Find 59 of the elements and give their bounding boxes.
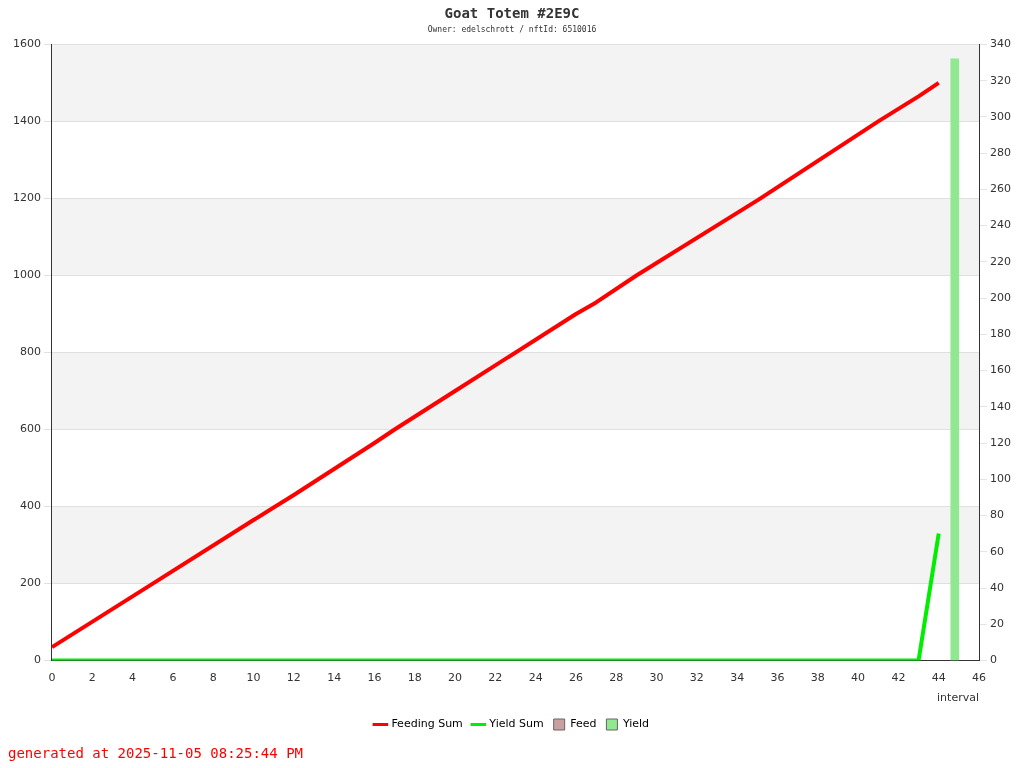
y2-tick-label: 260 — [990, 182, 1011, 196]
y-tick-label: 600 — [19, 422, 41, 436]
chart-title: Goat Totem #2E9C — [444, 5, 580, 22]
x-tick-label: 12 — [286, 671, 301, 685]
legend-label: Feeding Sum — [391, 717, 463, 731]
y-tick-label: 0 — [33, 653, 41, 667]
chart-subtitle: Owner: edelschrott / nftId: 6510016 — [427, 24, 597, 34]
x-tick-label: 22 — [488, 671, 503, 685]
x-tick-label: 10 — [246, 671, 261, 685]
x-axis-title: interval — [937, 691, 979, 705]
y2-tick-label: 280 — [990, 146, 1011, 159]
legend-label: Yield Sum — [488, 717, 544, 731]
y2-tick-label: 240 — [990, 218, 1011, 232]
y2-tick-label: 120 — [990, 435, 1011, 449]
y2-tick-label: 220 — [990, 254, 1011, 268]
x-tick-label: 30 — [649, 671, 664, 685]
y-tick-label: 1200 — [12, 191, 41, 205]
x-tick-label: 0 — [48, 671, 56, 685]
x-tick-label: 42 — [891, 671, 906, 685]
x-tick-label: 20 — [448, 671, 463, 685]
y2-tick-label: 300 — [990, 109, 1011, 123]
x-tick-label: 2 — [88, 671, 96, 685]
x-tick-label: 6 — [169, 671, 177, 685]
y2-tick-label: 0 — [990, 653, 997, 667]
x-tick-label: 34 — [730, 671, 745, 685]
y-tick-label: 200 — [19, 576, 41, 590]
y2-tick-label: 180 — [990, 327, 1011, 341]
legend-label: Feed — [570, 717, 597, 731]
y2-tick-label: 100 — [990, 472, 1011, 486]
y2-tick-label: 340 — [990, 37, 1011, 51]
y2-tick-label: 80 — [990, 508, 1004, 522]
y2-tick-label: 20 — [990, 617, 1004, 631]
x-tick-label: 44 — [931, 671, 946, 685]
x-tick-label: 46 — [972, 671, 986, 685]
x-tick-label: 28 — [609, 671, 624, 685]
y2-tick-label: 160 — [990, 363, 1011, 377]
x-tick-label: 38 — [810, 671, 825, 685]
y2-tick-label: 40 — [990, 580, 1004, 594]
x-tick-label: 26 — [568, 671, 583, 685]
x-tick-label: 14 — [327, 671, 342, 685]
y2-tick-label: 200 — [990, 290, 1011, 304]
y2-tick-label: 320 — [990, 73, 1011, 87]
y-tick-label: 400 — [19, 499, 41, 513]
y-tick-label: 1600 — [12, 37, 41, 51]
text: generated at 2025-11-05 08:25:44 PM — [8, 745, 304, 761]
x-tick-label: 40 — [851, 671, 866, 685]
y2-tick-label: 140 — [990, 399, 1011, 413]
x-tick-label: 8 — [209, 671, 217, 685]
legend-label: Yield — [621, 717, 650, 731]
x-tick-label: 18 — [407, 671, 422, 685]
x-tick-label: 32 — [689, 671, 704, 685]
x-tick-label: 16 — [367, 671, 382, 685]
x-tick-label: 36 — [770, 671, 785, 685]
x-tick-label: 4 — [129, 671, 137, 685]
x-tick-label: 24 — [528, 671, 543, 685]
y-tick-label: 1000 — [12, 268, 41, 282]
y-tick-label: 1400 — [12, 114, 41, 128]
y-tick-label: 800 — [19, 345, 41, 359]
y2-tick-label: 60 — [990, 544, 1004, 558]
